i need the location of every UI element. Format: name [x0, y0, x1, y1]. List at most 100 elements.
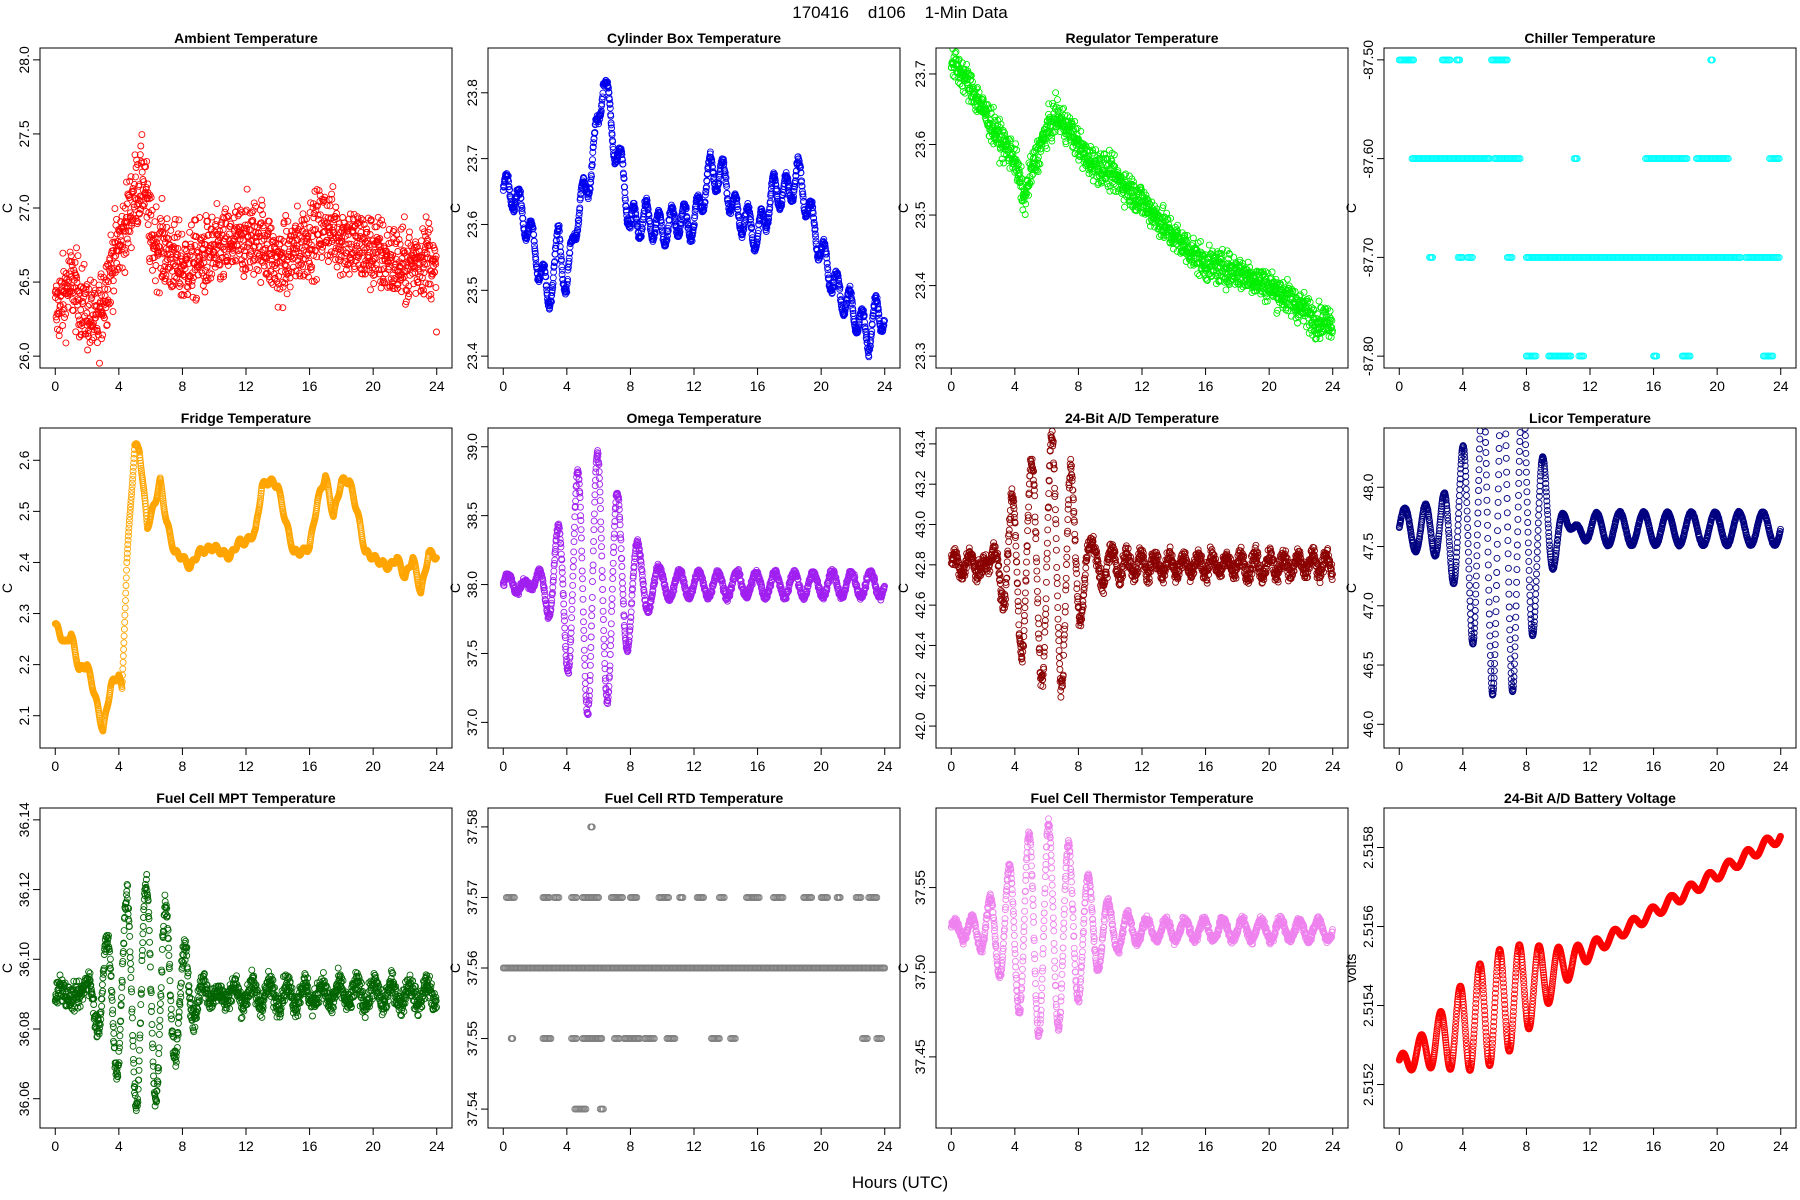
data-point	[1189, 234, 1197, 242]
data-point	[684, 220, 692, 228]
data-point	[369, 248, 377, 256]
data-point	[102, 304, 110, 312]
data-point	[121, 269, 129, 276]
data-point	[107, 231, 115, 239]
y-tick-label: 23.7	[912, 60, 928, 87]
data-point	[866, 342, 874, 350]
data-point	[281, 260, 289, 268]
data-point	[83, 281, 91, 288]
data-point	[366, 231, 374, 238]
data-point	[1107, 182, 1114, 190]
data-point	[1083, 147, 1091, 155]
x-tick-label: 20	[1709, 378, 1725, 394]
data-point	[110, 267, 118, 275]
data-point	[754, 229, 762, 237]
data-point	[811, 225, 819, 233]
data-point	[606, 96, 613, 104]
data-point	[250, 199, 258, 207]
x-tick-label: 0	[947, 378, 955, 394]
data-point	[406, 228, 413, 236]
data-point	[1036, 160, 1044, 168]
data-point	[754, 232, 762, 240]
data-point	[1468, 253, 1476, 261]
y-tick-label: 23.7	[464, 145, 480, 172]
data-point	[249, 207, 257, 215]
data-point	[163, 215, 171, 223]
data-point	[229, 249, 236, 257]
data-point	[530, 231, 538, 239]
data-point	[97, 273, 105, 281]
data-point	[137, 142, 145, 150]
data-point	[608, 124, 616, 132]
data-point	[68, 258, 76, 266]
data-point	[532, 256, 540, 263]
data-point	[1300, 288, 1308, 296]
data-point	[410, 280, 418, 288]
data-point	[958, 59, 966, 67]
data-point	[542, 273, 550, 281]
data-point	[93, 339, 101, 347]
data-point	[305, 273, 312, 281]
data-point	[350, 263, 358, 271]
data-point	[184, 291, 192, 298]
data-point	[375, 236, 382, 243]
data-point	[824, 266, 832, 274]
data-point	[590, 139, 598, 147]
data-point	[1169, 240, 1177, 247]
data-point	[585, 189, 593, 197]
data-point	[86, 339, 94, 346]
data-point	[1218, 252, 1226, 260]
data-point	[823, 254, 831, 262]
data-point	[323, 219, 331, 227]
data-point	[1019, 206, 1027, 214]
data-point	[799, 190, 807, 198]
data-point	[284, 269, 292, 277]
data-point	[350, 223, 358, 231]
data-point	[409, 262, 417, 270]
data-point	[148, 206, 156, 214]
x-tick-label: 20	[813, 378, 829, 394]
data-point	[145, 195, 153, 203]
data-point	[1263, 297, 1271, 305]
data-point	[104, 298, 112, 306]
data-point	[236, 235, 244, 243]
data-point	[1025, 191, 1033, 199]
data-point	[126, 228, 134, 236]
data-point	[357, 214, 365, 222]
data-point	[1066, 114, 1074, 122]
data-point	[318, 246, 326, 254]
data-point	[200, 259, 208, 267]
data-point	[606, 104, 614, 112]
data-point	[657, 219, 665, 227]
data-point	[983, 110, 991, 118]
data-point	[516, 190, 524, 198]
data-point	[588, 161, 596, 169]
data-point	[1283, 275, 1291, 283]
data-point	[849, 307, 857, 315]
data-point	[109, 269, 116, 277]
data-point	[260, 262, 268, 270]
data-point	[215, 242, 223, 249]
data-point	[143, 157, 151, 165]
data-point	[809, 209, 817, 217]
data-point	[1312, 334, 1320, 342]
data-point	[150, 254, 158, 262]
data-point	[172, 244, 179, 252]
data-point	[1278, 286, 1286, 294]
data-point	[303, 268, 311, 276]
data-point	[1015, 166, 1023, 174]
data-point	[62, 310, 70, 318]
data-point	[294, 236, 302, 244]
data-point	[552, 245, 560, 253]
data-point	[363, 225, 370, 233]
data-point	[1021, 192, 1029, 200]
data-point	[293, 236, 301, 244]
data-point	[159, 223, 167, 231]
data-point	[595, 120, 603, 128]
data-point	[1429, 253, 1437, 261]
data-point	[175, 216, 183, 224]
data-point	[1173, 226, 1181, 234]
data-point	[1104, 155, 1112, 163]
data-point	[79, 297, 86, 305]
data-point	[1033, 166, 1041, 174]
